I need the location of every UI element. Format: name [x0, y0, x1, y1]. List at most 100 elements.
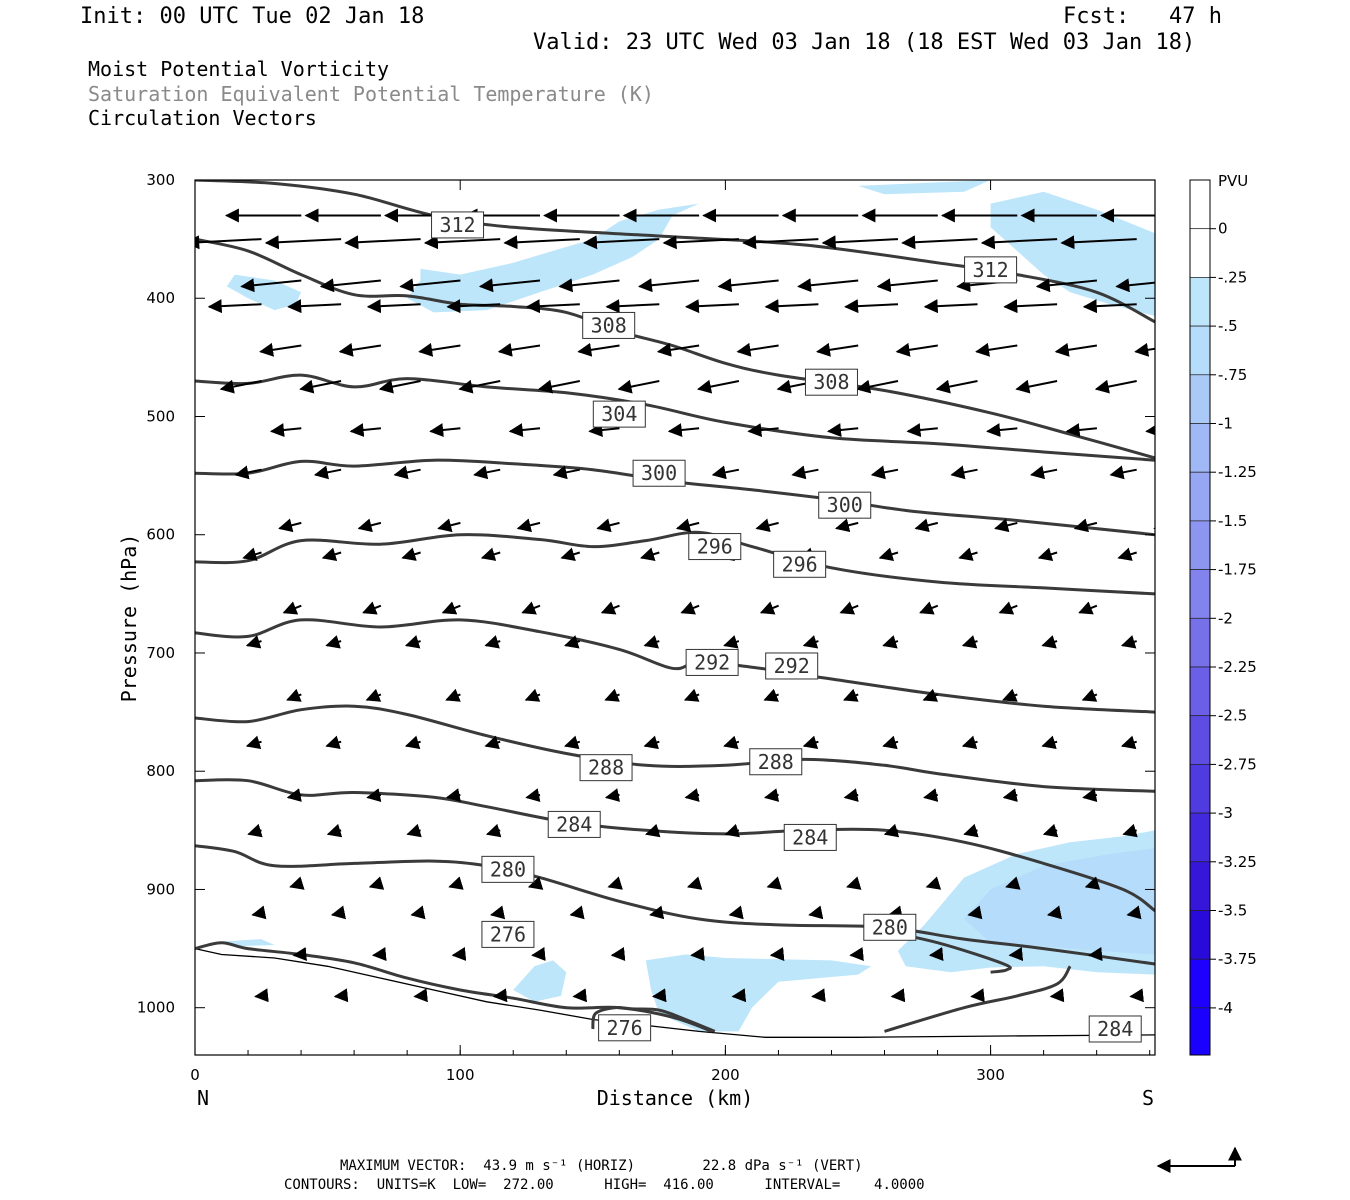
vector-arrow	[289, 876, 305, 890]
vector-arrow	[808, 905, 824, 920]
vector-arrow	[330, 905, 347, 920]
pv-region-5	[964, 848, 1155, 955]
vector-arrow	[914, 518, 939, 533]
vector-arrow	[240, 278, 302, 293]
terrain-layer	[195, 947, 1155, 1038]
y-tick-label: 500	[146, 407, 175, 425]
vector-arrow	[524, 688, 541, 702]
vector-arrow	[967, 905, 983, 920]
vector-arrow	[842, 688, 859, 702]
vector-arrow	[264, 235, 342, 250]
vector-arrow	[724, 823, 740, 838]
vector-arrow	[961, 635, 978, 649]
vector-arrow	[610, 947, 626, 961]
vector-arrow	[525, 788, 541, 802]
x-tick-label: 200	[711, 1066, 740, 1084]
vector-arrow	[656, 342, 700, 357]
vector-arrow	[755, 518, 779, 533]
colorbar-unit: PVU	[1218, 172, 1248, 190]
vector-arrow	[643, 735, 660, 750]
vector-arrow	[811, 988, 826, 1003]
colorbar-swatch	[1189, 715, 1211, 765]
y-tick-label: 700	[146, 644, 175, 662]
contour-label-box	[481, 855, 535, 883]
vector-arrow	[605, 299, 660, 314]
vector-arrow	[1002, 688, 1018, 702]
contour-label: 312	[973, 258, 1009, 282]
contour-label-box	[431, 211, 485, 239]
vector-arrow	[961, 735, 978, 750]
vector-arrow	[763, 688, 779, 702]
vector-arrow	[333, 988, 349, 1003]
vector-arrow	[1042, 823, 1059, 838]
colorbar-label: -.75	[1218, 366, 1247, 384]
vector-arrow	[769, 947, 785, 961]
vector-arrow	[870, 465, 899, 480]
contour-304-2	[195, 373, 1155, 462]
vector-arrow	[437, 518, 461, 533]
y-tick-label: 800	[146, 762, 175, 780]
colorbar-swatch	[1189, 910, 1211, 960]
vector-arrow	[423, 235, 501, 250]
contour-label: 276	[607, 1016, 643, 1040]
vector-arrow	[1120, 735, 1137, 750]
field-thetae-title: Saturation Equivalent Potential Temperat…	[88, 82, 654, 106]
vector-arrow	[378, 379, 421, 394]
contour-276-11	[591, 1005, 716, 1033]
vector-arrow	[742, 235, 819, 250]
vector-arrow	[970, 988, 985, 1003]
x-tick-label: 300	[976, 1066, 1005, 1084]
colorbar-swatch	[1189, 617, 1211, 668]
field-vectors-title: Circulation Vectors	[88, 106, 317, 130]
vector-arrow	[404, 735, 421, 750]
vector-arrow	[1041, 735, 1058, 750]
pv-region-7	[513, 960, 567, 1002]
colorbar-label: 0	[1218, 220, 1228, 238]
colorbar-swatch	[1189, 958, 1211, 1009]
vector-arrow	[922, 688, 939, 702]
vector-arrow	[478, 278, 541, 293]
vector-arrow	[683, 688, 700, 702]
vector-arrow	[600, 601, 620, 615]
contour-label-box	[632, 459, 686, 487]
colorbar-label: -2.5	[1218, 707, 1247, 725]
contour-label: 276	[490, 922, 526, 946]
vector-arrow	[950, 465, 978, 480]
vector-arrow	[527, 876, 544, 890]
vector-arrow	[259, 342, 302, 357]
colorbar-label: -3.75	[1218, 950, 1257, 968]
vector-arrow	[816, 342, 859, 357]
vector-arrow	[604, 788, 621, 802]
vector-arrow	[643, 635, 660, 649]
colorbar-swatch	[1189, 764, 1211, 814]
vector-arrow	[764, 788, 780, 802]
vector-arrow	[325, 635, 342, 649]
vector-arrow	[366, 788, 382, 802]
contour-label: 296	[782, 552, 818, 576]
vector-arrow	[552, 465, 580, 480]
vector-arrow	[835, 518, 859, 533]
vector-arrow	[247, 823, 263, 838]
vector-arrow	[876, 278, 938, 293]
vector-arrow	[986, 423, 1018, 438]
contour-label-box	[579, 754, 633, 782]
vector-arrow	[998, 601, 1018, 615]
vector-arrow	[245, 735, 262, 750]
vector-arrow	[797, 278, 859, 293]
vector-arrow	[508, 423, 541, 438]
vector-arrow	[919, 601, 939, 615]
vector-arrow	[638, 278, 700, 293]
vector-arrow	[856, 379, 899, 394]
vector-arrow	[485, 823, 502, 838]
init-time: Init: 00 UTC Tue 02 Jan 18	[80, 4, 425, 29]
colorbar-label: -.5	[1218, 317, 1238, 335]
x-tick-label: 100	[446, 1066, 475, 1084]
colorbar-swatch	[1189, 471, 1211, 522]
y-tick-label: 600	[146, 526, 175, 544]
contour-label: 280	[490, 857, 526, 881]
vector-arrow	[270, 423, 302, 438]
vector-arrow	[413, 988, 428, 1003]
vector-arrow	[882, 735, 899, 750]
vector-arrow	[728, 905, 744, 920]
vector-arrow	[399, 278, 461, 293]
